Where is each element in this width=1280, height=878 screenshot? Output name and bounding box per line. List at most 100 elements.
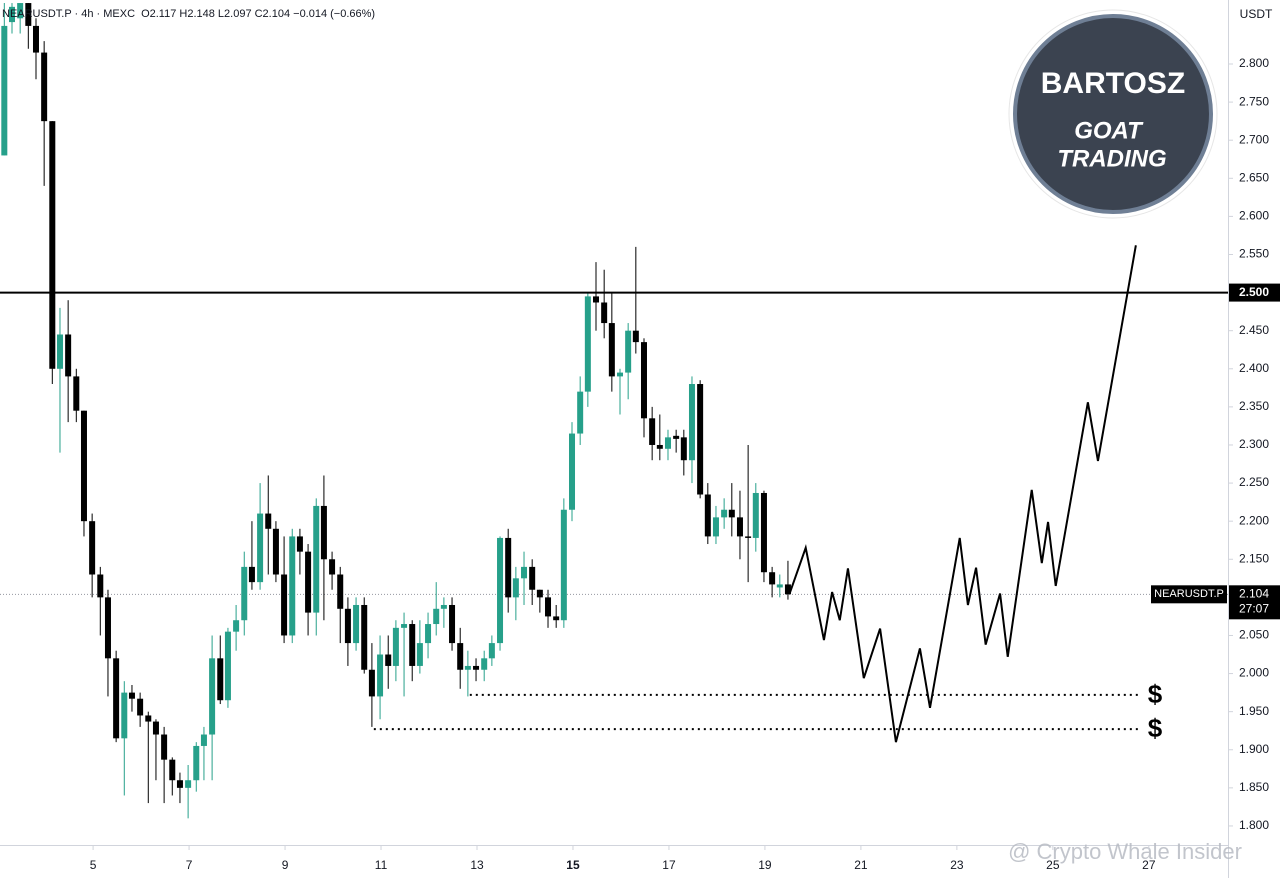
y-tick-label: 2.750 bbox=[1239, 94, 1269, 108]
candle-body bbox=[640, 342, 647, 419]
candle-body bbox=[392, 627, 399, 666]
candle-body bbox=[752, 492, 759, 538]
candle-body bbox=[481, 658, 488, 670]
candle-body bbox=[41, 52, 48, 122]
candle-body bbox=[344, 608, 351, 644]
x-tick-label: 23 bbox=[950, 858, 964, 872]
candle-body bbox=[712, 517, 719, 537]
candle-body bbox=[25, 3, 32, 26]
candle-body bbox=[521, 566, 528, 579]
y-tick-label: 1.900 bbox=[1239, 742, 1269, 756]
candle-body bbox=[784, 584, 791, 595]
candle-body bbox=[73, 376, 80, 411]
y-tick-label: 2.200 bbox=[1239, 513, 1269, 527]
candle-body bbox=[224, 631, 231, 701]
y-tick-label: 1.850 bbox=[1239, 780, 1269, 794]
countdown-label: 27:07 bbox=[1239, 601, 1269, 615]
projection-line bbox=[788, 245, 1137, 743]
candle-body bbox=[608, 323, 615, 377]
candle-body bbox=[473, 665, 480, 670]
candle-body bbox=[313, 505, 320, 613]
x-tick-label: 17 bbox=[662, 858, 676, 872]
y-tick-label: 1.800 bbox=[1239, 818, 1269, 832]
candle-body bbox=[673, 435, 680, 439]
y-tick-label: 2.250 bbox=[1239, 475, 1269, 489]
candle-body bbox=[104, 597, 111, 659]
x-tick-label: 21 bbox=[854, 858, 868, 872]
y-tick-label: 2.150 bbox=[1239, 551, 1269, 565]
candle-body bbox=[616, 372, 623, 377]
candle-body bbox=[281, 574, 288, 636]
candle-body bbox=[577, 391, 584, 434]
logo-title: BARTOSZ bbox=[1041, 67, 1185, 100]
y-tick-label: 2.650 bbox=[1239, 170, 1269, 184]
x-tick-label: 25 bbox=[1046, 858, 1060, 872]
candle-body bbox=[97, 574, 104, 598]
last-price-label: 2.104 bbox=[1239, 586, 1269, 600]
candle-body bbox=[529, 566, 536, 590]
y-tick-label: 2.400 bbox=[1239, 361, 1269, 375]
x-tick-label: 27 bbox=[1142, 858, 1156, 872]
symbol-header: NEARUSDT.P · 4h · MEXC O2.117 H2.148 L2.0… bbox=[2, 8, 375, 20]
level-label-box bbox=[1229, 283, 1280, 302]
candle-body bbox=[632, 330, 639, 343]
y-tick-label: 2.800 bbox=[1239, 56, 1269, 70]
candle-body bbox=[409, 624, 416, 666]
y-tick-label: 2.600 bbox=[1239, 209, 1269, 223]
candle-body bbox=[128, 692, 135, 699]
candle-body bbox=[401, 624, 408, 628]
candle-body bbox=[89, 521, 96, 575]
y-tick-label: 2.050 bbox=[1239, 628, 1269, 642]
x-tick-label: 15 bbox=[566, 858, 580, 872]
candle-body bbox=[457, 643, 464, 670]
candle-body bbox=[305, 551, 312, 613]
logo: BARTOSZ GOAT TRADING bbox=[1008, 9, 1218, 219]
candle-body bbox=[664, 437, 671, 449]
y-tick-label: 2.450 bbox=[1239, 323, 1269, 337]
candle-body bbox=[169, 759, 176, 781]
candle-body bbox=[337, 574, 344, 609]
candle-body bbox=[601, 302, 608, 324]
candle-body bbox=[560, 509, 567, 621]
logo-badge bbox=[1015, 16, 1211, 212]
candle-body bbox=[17, 3, 24, 19]
candle-body bbox=[512, 578, 519, 598]
candle-body bbox=[425, 624, 432, 644]
candle-body bbox=[193, 745, 200, 781]
candle-body bbox=[728, 509, 735, 518]
candle-body bbox=[176, 780, 183, 788]
currency-label: USDT bbox=[1240, 7, 1273, 21]
y-tick-label: 2.700 bbox=[1239, 132, 1269, 146]
candle-body bbox=[488, 643, 495, 659]
candle-body bbox=[145, 715, 152, 722]
candle-body bbox=[368, 669, 375, 697]
candle-body bbox=[745, 536, 752, 538]
liquidity-label: $ bbox=[1148, 713, 1163, 743]
candle-body bbox=[505, 537, 512, 598]
candle-body bbox=[464, 665, 471, 670]
candle-body bbox=[680, 437, 687, 461]
candle-body bbox=[113, 658, 120, 739]
candle-body bbox=[49, 121, 56, 369]
candle-body bbox=[688, 384, 695, 461]
candle-body bbox=[353, 604, 360, 644]
candle-body bbox=[233, 620, 240, 632]
candle-body bbox=[265, 513, 272, 529]
candle-body bbox=[776, 584, 783, 588]
candle-body bbox=[320, 505, 327, 560]
level-label: 2.500 bbox=[1239, 285, 1269, 299]
y-tick-label: 2.350 bbox=[1239, 399, 1269, 413]
candle-body bbox=[721, 509, 728, 518]
candle-body bbox=[361, 604, 368, 670]
candle-body bbox=[329, 559, 336, 575]
y-tick-label: 1.950 bbox=[1239, 704, 1269, 718]
x-tick-label: 7 bbox=[186, 858, 193, 872]
candle-body bbox=[569, 433, 576, 510]
symbol-label-box bbox=[1151, 585, 1227, 604]
candle-body bbox=[248, 566, 255, 583]
candle-body bbox=[545, 597, 552, 617]
watermark: @ Crypto Whale Insider bbox=[1008, 839, 1242, 864]
y-tick-label: 2.300 bbox=[1239, 437, 1269, 451]
candle-body bbox=[736, 517, 743, 537]
